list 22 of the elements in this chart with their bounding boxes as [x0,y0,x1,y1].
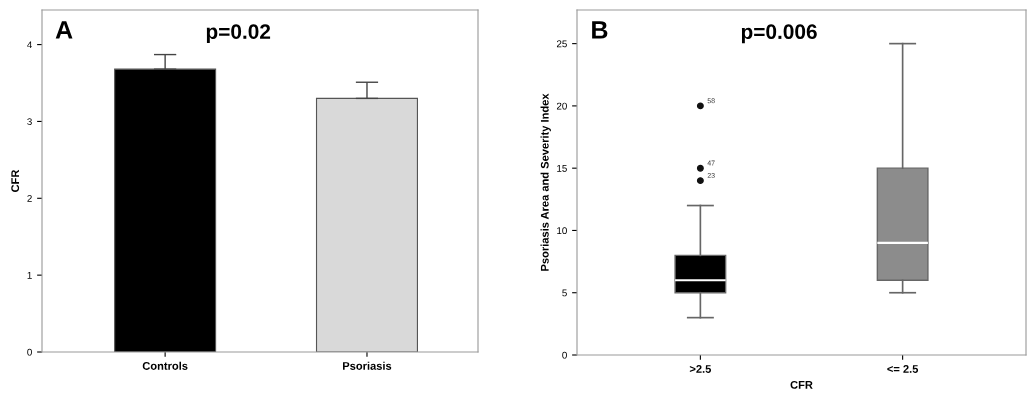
y-axis-title: CFR [11,169,20,192]
annotation: A [55,21,73,39]
y-tick-label: 5 [562,289,567,297]
annotation: p=0.006 [741,24,817,44]
y-tick-label: 2 [27,195,32,202]
y-tick-label: 10 [557,227,567,235]
x-tick-label: Psoriasis [343,361,392,370]
y-tick-label: 3 [27,118,32,126]
annotation: B [592,21,608,39]
x-tick-label: Controls [142,361,188,370]
x-axis-title: CFR [790,380,813,389]
y-tick-label: 0 [27,348,32,356]
y-tick-label: 15 [557,165,567,172]
x-tick-label: >2.5 [689,365,712,373]
annotation: p=0.02 [206,24,271,44]
y-tick-label: 25 [556,40,567,48]
y-axis-title: Psoriasis Area and Severity Index [540,93,551,271]
x-tick-label: <= 2.5 [887,365,919,373]
y-tick-label: 20 [556,102,567,110]
y-tick-label: 0 [562,351,567,359]
y-tick-label: 4 [27,41,32,49]
y-tick-label: 1 [27,271,32,279]
